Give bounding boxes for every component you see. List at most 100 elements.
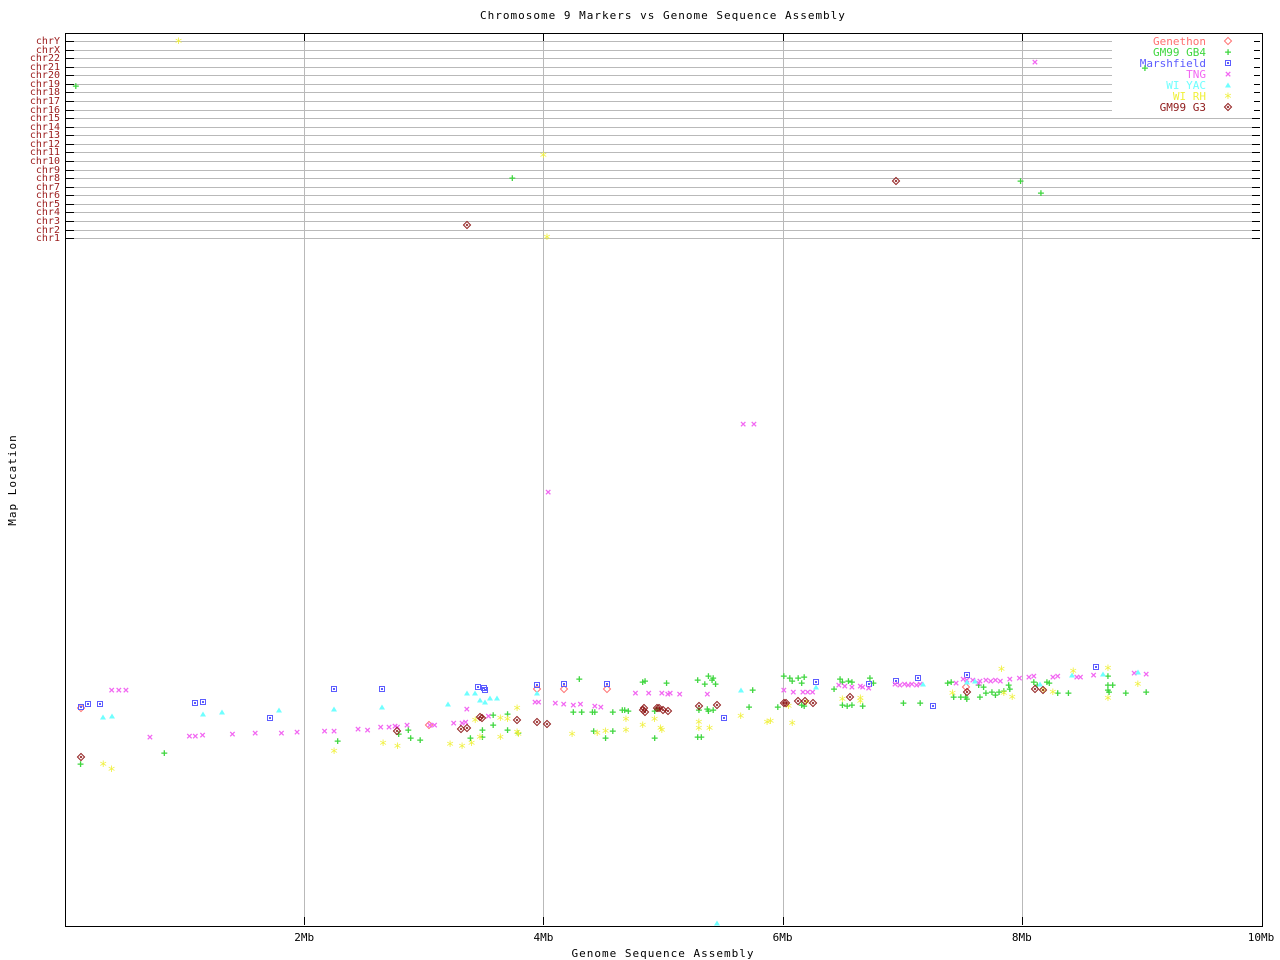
tng-marker: × <box>1224 67 1232 81</box>
marshfield-marker <box>534 682 541 688</box>
legend-item-gm99-g3: GM99 G3 <box>1159 101 1206 114</box>
tng-marker: × <box>431 718 438 732</box>
marshfield-marker <box>930 703 937 709</box>
marshfield-marker <box>96 701 103 707</box>
gm99-gb4-marker: + <box>1065 686 1072 700</box>
gm99-gb4-marker: + <box>334 734 341 748</box>
tng-marker: × <box>908 677 916 691</box>
tng-marker: × <box>1090 668 1097 682</box>
y-tick-right <box>1252 161 1260 162</box>
wi-rh-marker: * <box>856 695 865 712</box>
wi-rh-marker: * <box>1223 90 1233 107</box>
h-gridline <box>66 135 1260 136</box>
y-tick-left <box>66 230 74 231</box>
x-tick-top <box>1021 34 1023 42</box>
wi-rh-marker: * <box>656 722 665 739</box>
gm99-gb4-marker: + <box>870 676 877 690</box>
wi-rh-marker: * <box>997 663 1006 680</box>
chromosome-label: chr2 <box>35 225 60 236</box>
wi-yac-marker <box>463 690 470 696</box>
wi-yac-marker <box>1100 671 1107 677</box>
x-tick-bottom <box>1021 917 1023 925</box>
tng-marker: × <box>891 677 899 691</box>
y-tick-right <box>1252 204 1260 205</box>
tng-marker: × <box>1016 671 1023 685</box>
y-tick-right <box>1252 221 1260 222</box>
h-gridline <box>66 75 1260 76</box>
gm99-gb4-marker: + <box>786 671 794 685</box>
h-gridline <box>66 212 1260 213</box>
tng-marker: × <box>251 726 259 740</box>
legend-item-marshfield: Marshfield <box>1139 57 1206 70</box>
wi-yac-marker <box>1225 82 1231 88</box>
gm99-gb4-marker: + <box>1037 186 1045 200</box>
y-tick-left <box>66 212 74 213</box>
h-gridline <box>66 110 1260 111</box>
wi-rh-marker: * <box>593 727 602 744</box>
tng-marker: × <box>199 728 206 742</box>
tng-marker: × <box>1006 672 1014 686</box>
tng-marker: × <box>458 716 466 730</box>
gm99-gb4-marker: + <box>1142 685 1150 699</box>
tng-marker: × <box>901 677 908 691</box>
marshfield-marker <box>331 686 338 692</box>
wi-yac-marker <box>378 704 385 710</box>
gm99-gb4-marker: + <box>957 690 965 704</box>
gm99-gb4-marker: + <box>578 705 585 719</box>
tng-marker: × <box>804 685 812 699</box>
gm99-gb4-marker: + <box>745 700 753 714</box>
wi-rh-marker: * <box>457 740 467 757</box>
gm99-gb4-marker: + <box>980 680 987 694</box>
tng-marker: × <box>750 417 758 431</box>
wi-yac-marker <box>276 707 283 713</box>
h-gridline <box>66 170 1260 171</box>
wi-rh-marker: * <box>542 231 552 248</box>
tng-marker: × <box>229 727 236 741</box>
wi-rh-marker: * <box>496 731 505 748</box>
y-tick-left <box>66 84 74 85</box>
x-tick-label: 2Mb <box>294 931 315 944</box>
chromosome-label: chr21 <box>29 62 60 73</box>
wi-rh-marker: * <box>638 719 647 736</box>
marshfield-marker <box>1225 60 1231 66</box>
h-gridline <box>66 50 1260 51</box>
tng-marker: × <box>904 678 912 692</box>
chromosome-label: chr10 <box>29 156 60 167</box>
gm99-gb4-marker: + <box>651 731 658 745</box>
gm99-gb4-marker: + <box>992 688 999 702</box>
gm99-gb4-marker: + <box>639 675 646 689</box>
tng-marker: × <box>780 683 788 697</box>
tng-marker: × <box>192 729 199 743</box>
tng-marker: × <box>1077 670 1084 684</box>
tng-marker: × <box>666 686 674 700</box>
tng-marker: × <box>354 722 362 736</box>
tng-marker: × <box>552 696 559 710</box>
gm99-gb4-marker: + <box>589 705 596 719</box>
gm99-gb4-marker: + <box>407 731 414 745</box>
gm99-gb4-marker: + <box>591 705 599 719</box>
v-gridline <box>304 34 306 924</box>
y-tick-left <box>66 144 74 145</box>
legend-item-gm99-gb4: GM99 GB4 <box>1153 46 1206 59</box>
h-gridline <box>66 127 1260 128</box>
wi-yac-marker <box>481 699 488 705</box>
y-tick-left <box>66 204 74 205</box>
y-tick-right <box>1252 84 1260 85</box>
gm99-gb4-marker: + <box>798 676 806 690</box>
chromosome-label: chr3 <box>35 216 60 227</box>
gm99-gb4-marker: + <box>859 699 867 713</box>
wi-rh-marker: * <box>471 714 480 731</box>
tng-marker: × <box>591 699 599 713</box>
wi-rh-marker: * <box>1103 692 1113 709</box>
gm99-gb4-marker: + <box>609 724 617 738</box>
wi-rh-marker: * <box>621 713 631 730</box>
wi-rh-marker: * <box>1048 686 1058 703</box>
gm99-gb4-marker: + <box>1043 675 1051 689</box>
wi-rh-marker: * <box>445 738 455 755</box>
wi-rh-marker: * <box>999 687 1009 704</box>
gm99-gb4-marker: + <box>709 671 717 685</box>
y-tick-right <box>1252 110 1260 111</box>
gm99-gb4-marker: + <box>944 676 951 690</box>
wi-rh-marker: * <box>512 702 522 719</box>
gm99-gb4-marker: + <box>709 703 717 717</box>
